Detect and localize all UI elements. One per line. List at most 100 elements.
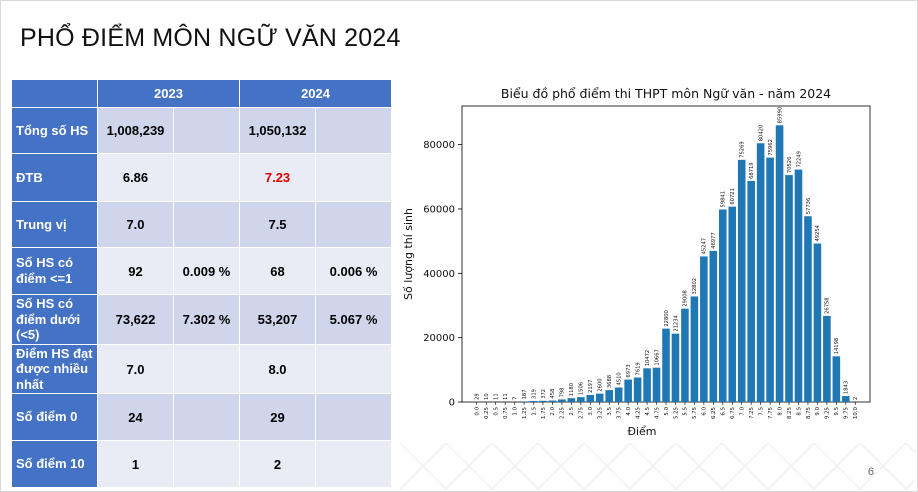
x-tick-label: 1.25 — [522, 407, 528, 419]
y-tick-label: 40000 — [423, 269, 455, 280]
bar-value-label: 32802 — [692, 278, 698, 295]
bar-value-label: 10 — [484, 393, 490, 400]
bar — [520, 401, 528, 402]
bar-value-label: 10667 — [654, 349, 660, 366]
bar-value-label: 22800 — [664, 310, 670, 327]
percent-2024 — [315, 440, 393, 488]
x-tick-label: 7.0 — [740, 406, 746, 415]
percent-2023 — [172, 440, 241, 488]
bar — [700, 256, 708, 402]
bar-value-label: 60721 — [730, 188, 736, 205]
percent-2023 — [172, 201, 241, 248]
table-row: Số điểm 10 1 2 — [11, 440, 393, 488]
table-row: ĐTB 6.86 7.23 — [11, 153, 393, 202]
chart-title: Biểu đồ phổ điểm thi THPT môn Ngữ văn - … — [501, 86, 831, 101]
bar — [842, 396, 850, 402]
header-2023: 2023 — [96, 79, 241, 108]
bar — [671, 333, 680, 402]
bar-value-label: 75962 — [768, 139, 774, 156]
bar — [643, 368, 651, 402]
row-label: Tổng số HS — [11, 107, 98, 154]
bar — [633, 377, 642, 402]
bar-value-label: 26758 — [825, 297, 831, 314]
bar-value-label: 80420 — [758, 125, 764, 142]
value-2023: 7.0 — [97, 344, 174, 394]
bar-value-label: 7619 — [635, 362, 641, 375]
x-tick-label: 5.75 — [692, 407, 698, 419]
header-empty — [11, 79, 98, 108]
x-tick-label: 3.75 — [616, 407, 622, 419]
bar-value-label: 59841 — [721, 191, 727, 208]
row-label: Số điểm 0 — [11, 393, 98, 441]
bar-value-label: 45247 — [702, 238, 708, 255]
bar-value-label: 10472 — [645, 350, 651, 367]
bar-value-label: 11 — [493, 393, 499, 400]
bar — [709, 250, 718, 402]
value-2024: 2 — [239, 440, 317, 488]
bar — [690, 296, 699, 402]
row-label: ĐTB — [11, 153, 98, 202]
x-tick-label: 4.5 — [645, 407, 651, 416]
bar-value-label: 1506 — [579, 382, 585, 395]
value-2023: 1 — [97, 440, 174, 488]
bar — [624, 379, 632, 402]
row-label: Số điểm 10 — [11, 440, 98, 488]
percent-2024: 5.067 % — [315, 294, 393, 345]
x-tick-label: 7.5 — [758, 407, 764, 416]
percent-2023 — [172, 344, 241, 394]
value-2024: 7.23 — [239, 153, 317, 202]
histogram-chart: Biểu đồ phổ điểm thi THPT môn Ngữ văn - … — [402, 86, 871, 438]
bar — [605, 390, 614, 402]
bar-value-label: 14198 — [834, 338, 840, 355]
x-tick-label: 3.5 — [607, 407, 613, 416]
x-tick-label: 9.0 — [815, 406, 821, 415]
value-2024: 29 — [239, 393, 317, 441]
bar — [747, 180, 755, 402]
bar — [652, 367, 661, 402]
percent-2023 — [172, 153, 241, 202]
bar-value-label: 11 — [503, 393, 509, 400]
table-row: Số điểm 0 24 29 — [11, 393, 393, 441]
bar-value-label: 1843 — [844, 381, 850, 394]
x-tick-label: 9.25 — [825, 407, 831, 419]
x-tick-label: 6.75 — [730, 407, 736, 419]
bar-value-label: 29 — [475, 393, 481, 400]
table-row: Tổng số HS 1,008,239 1,050,132 — [11, 107, 393, 154]
x-tick-label: 8.5 — [796, 407, 802, 416]
table-header-row: 2023 2024 — [11, 79, 393, 108]
x-tick-label: 4.0 — [626, 406, 632, 415]
percent-2024 — [315, 393, 393, 441]
x-tick-label: 8.0 — [777, 406, 783, 415]
x-tick-label: 6.5 — [721, 407, 727, 416]
x-tick-label: 5.0 — [664, 406, 670, 415]
bar-value-label: 3688 — [607, 375, 613, 388]
y-tick-label: 80000 — [423, 140, 455, 151]
bar — [662, 328, 670, 402]
bar — [756, 143, 765, 402]
page-number: 6 — [867, 466, 874, 478]
x-tick-label: 0.5 — [493, 407, 499, 416]
y-tick-label: 0 — [449, 398, 455, 409]
x-tick-label: 9.5 — [834, 407, 840, 416]
bar-value-label: 798 — [560, 388, 566, 398]
header-2024: 2024 — [239, 79, 393, 108]
value-2024: 7.5 — [239, 201, 317, 248]
bar — [737, 159, 746, 402]
x-tick-label: 6.25 — [711, 407, 717, 419]
bar-value-label: 319 — [531, 389, 537, 399]
value-2023: 6.86 — [97, 153, 174, 202]
table-body: Tổng số HS 1,008,239 1,050,132 ĐTB 6.86 7.23 T… — [11, 107, 393, 488]
bar-value-label: 29008 — [683, 290, 689, 307]
bar — [681, 308, 689, 402]
bar-value-label: 85990 — [777, 107, 783, 124]
bar — [785, 175, 793, 402]
percent-2024: 0.006 % — [315, 247, 393, 295]
value-2024: 68 — [239, 247, 317, 295]
x-axis-label: Điểm — [627, 425, 656, 438]
table-row: Điểm HS đạt được nhiều nhất 7.0 8.0 — [11, 344, 393, 394]
bar-value-label: 68719 — [749, 162, 755, 179]
x-tick-label: 2.25 — [560, 407, 566, 419]
percent-2023: 7.302 % — [172, 294, 241, 345]
x-tick-label: 1.5 — [531, 407, 537, 416]
percent-2024 — [315, 201, 393, 248]
